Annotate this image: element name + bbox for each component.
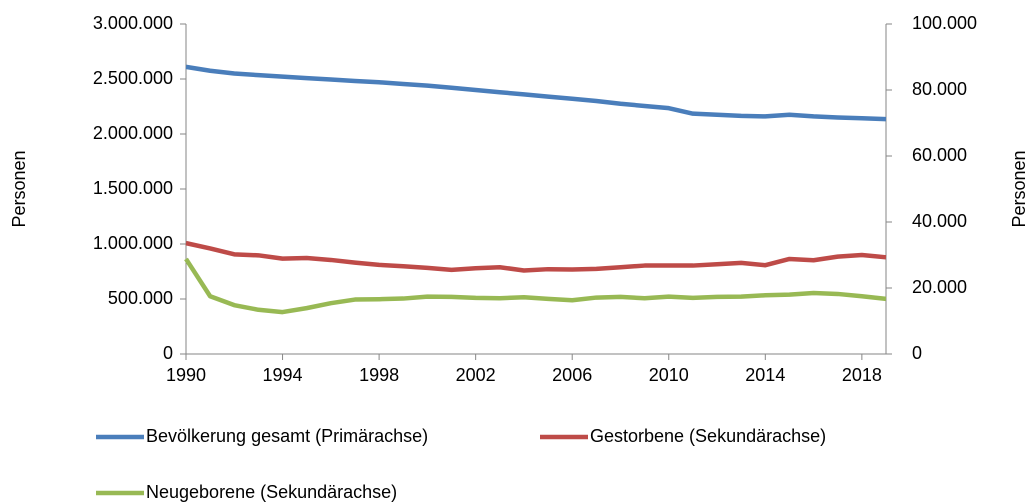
- y2-tick-label: 100.000: [912, 13, 977, 33]
- y2-tick-label: 0: [912, 343, 922, 363]
- y-tick-label: 2.000.000: [93, 123, 173, 143]
- y-tick-label: 1.500.000: [93, 178, 173, 198]
- x-tick-label: 1990: [166, 365, 206, 385]
- y2-tick-label: 20.000: [912, 277, 967, 297]
- y-axis-label: Personen: [9, 150, 29, 227]
- x-tick-label: 2014: [745, 365, 785, 385]
- y2-tick-label: 60.000: [912, 145, 967, 165]
- legend-label: Gestorbene (Sekundärachse): [590, 426, 826, 446]
- y-tick-label: 0: [163, 343, 173, 363]
- x-tick-label: 1998: [359, 365, 399, 385]
- series-line: [184, 257, 887, 315]
- x-tick-label: 2018: [842, 365, 882, 385]
- x-tick-label: 1994: [263, 365, 303, 385]
- x-tick-label: 2006: [552, 365, 592, 385]
- y-tick-label: 2.500.000: [93, 68, 173, 88]
- x-tick-label: 2002: [456, 365, 496, 385]
- y-tick-label: 500.000: [108, 288, 173, 308]
- x-tick-label: 2010: [649, 365, 689, 385]
- legend-label: Neugeborene (Sekundärachse): [146, 482, 397, 502]
- legend-label: Bevölkerung gesamt (Primärachse): [146, 426, 428, 446]
- y2-tick-label: 80.000: [912, 79, 967, 99]
- y2-axis-label: Personen: [1009, 150, 1029, 227]
- series-line: [185, 64, 887, 122]
- series-line: [185, 240, 887, 273]
- y-tick-label: 1.000.000: [93, 233, 173, 253]
- y2-tick-label: 40.000: [912, 211, 967, 231]
- y-tick-label: 3.000.000: [93, 13, 173, 33]
